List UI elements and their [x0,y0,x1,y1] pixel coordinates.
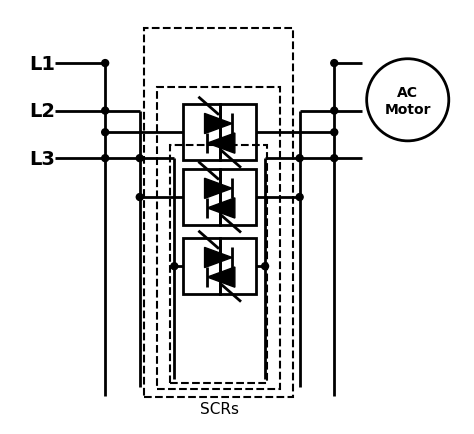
Circle shape [137,194,143,201]
Circle shape [137,155,143,162]
Circle shape [331,129,337,136]
Bar [183,239,220,295]
Bar [183,105,220,161]
Circle shape [102,60,109,67]
Polygon shape [205,248,232,268]
Circle shape [331,155,337,162]
Polygon shape [207,134,235,154]
Circle shape [102,155,109,162]
Polygon shape [207,267,235,288]
Text: L3: L3 [29,149,55,168]
Polygon shape [207,198,235,219]
Polygon shape [205,179,232,199]
Text: L2: L2 [29,102,55,121]
Circle shape [171,263,178,270]
Circle shape [296,155,303,162]
Bar [220,170,256,226]
Bar [220,105,256,161]
Bar [170,146,267,383]
Text: AC: AC [397,86,418,100]
Circle shape [262,263,269,270]
Circle shape [331,108,337,115]
Bar [220,239,256,295]
Polygon shape [205,114,232,134]
Bar [157,88,280,389]
Text: SCRs: SCRs [200,401,239,416]
Circle shape [102,129,109,136]
Bar [183,170,220,226]
Text: Motor: Motor [384,103,431,117]
Circle shape [331,60,337,67]
Bar [144,30,293,397]
Circle shape [296,194,303,201]
Circle shape [102,108,109,115]
Text: L1: L1 [29,54,55,73]
